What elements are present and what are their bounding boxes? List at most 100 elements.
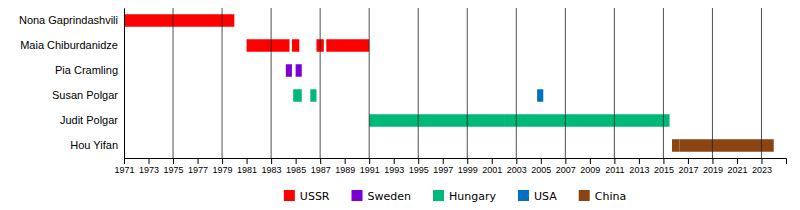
grid-line — [761, 8, 762, 158]
x-tick: 1983 — [262, 158, 282, 175]
y-tick-label: Susan Polgar — [52, 89, 118, 101]
x-tick-label: 1989 — [335, 165, 355, 175]
x-tick: 2021 — [727, 158, 747, 175]
x-tick-label: 2021 — [727, 165, 747, 175]
x-tick: 2019 — [703, 158, 723, 175]
x-tick: 2015 — [654, 158, 674, 175]
y-tick: Hou Yifan — [70, 139, 124, 151]
grid-line — [271, 8, 272, 158]
x-tick-label: 2005 — [531, 165, 551, 175]
grid-line — [124, 8, 125, 158]
legend-swatch — [518, 190, 529, 201]
x-tick-mark — [369, 158, 370, 164]
x-tick-mark — [247, 158, 248, 164]
grid-line — [614, 8, 615, 158]
x-tick-mark — [173, 158, 174, 164]
x-tick-mark — [761, 158, 762, 164]
x-tick-mark — [492, 158, 493, 164]
bar — [310, 89, 316, 102]
legend-item: China — [579, 190, 626, 203]
x-tick-label: 2013 — [629, 165, 649, 175]
y-tick-label: Pia Cramling — [55, 64, 118, 76]
grid-line — [516, 8, 517, 158]
x-tick: 2003 — [507, 158, 527, 175]
y-tick: Maia Chiburdanidze — [20, 39, 124, 51]
x-tick: 1973 — [139, 158, 159, 175]
x-tick: 1981 — [237, 158, 257, 175]
x-tick: 2001 — [482, 158, 502, 175]
legend-label: USA — [534, 190, 557, 203]
x-tick-mark — [124, 158, 125, 164]
y-tick-label: Hou Yifan — [70, 139, 118, 151]
legend-item: USSR — [284, 190, 330, 203]
legend: USSR Sweden Hungary USA China — [284, 190, 626, 203]
x-tick-label: 1995 — [409, 165, 429, 175]
bar — [173, 14, 234, 27]
x-tick-mark — [296, 158, 297, 164]
chart: 1971197319751977197919811983198519871989… — [0, 0, 800, 210]
x-tick-label: 2023 — [752, 165, 772, 175]
x-tick-label: 1997 — [433, 165, 453, 175]
x-tick-label: 1983 — [262, 165, 282, 175]
y-axis: Nona Gaprindashvili Maia Chiburdanidze Pia… — [19, 9, 125, 159]
bar — [369, 114, 504, 127]
grid-line — [369, 8, 370, 158]
x-tick-mark — [688, 158, 689, 164]
x-tick: 2013 — [629, 158, 649, 175]
y-tick: Susan Polgar — [52, 89, 124, 101]
x-tick-label: 1979 — [213, 165, 233, 175]
bars — [124, 14, 774, 152]
x-tick-label: 1971 — [114, 165, 134, 175]
x-tick-label: 1981 — [237, 165, 257, 175]
legend-label: Sweden — [368, 190, 411, 203]
x-tick-label: 1977 — [188, 165, 208, 175]
bar — [504, 114, 663, 127]
grid-line — [467, 8, 468, 158]
x-axis-line — [125, 159, 787, 165]
legend-item: Sweden — [352, 190, 411, 203]
x-tick-mark — [149, 158, 150, 164]
bar — [293, 89, 302, 102]
x-tick: 2005 — [531, 158, 551, 175]
y-tick-label: Nona Gaprindashvili — [19, 14, 118, 26]
bar — [292, 39, 299, 52]
grid-line — [320, 8, 321, 158]
x-tick-mark — [271, 158, 272, 164]
y-tick-label: Judit Polgar — [60, 114, 118, 126]
x-axis: 1971197319751977197919811983198519871989… — [114, 158, 786, 175]
y-tick: Nona Gaprindashvili — [19, 14, 124, 26]
x-tick-mark — [320, 158, 321, 164]
x-tick-mark — [565, 158, 566, 164]
legend-swatch — [433, 190, 444, 201]
x-tick-mark — [541, 158, 542, 164]
bar — [326, 39, 369, 52]
x-tick: 2009 — [580, 158, 600, 175]
bar — [679, 139, 773, 152]
grid — [124, 8, 761, 158]
legend-label: Hungary — [449, 190, 496, 203]
bar — [537, 89, 543, 102]
x-tick: 1991 — [360, 158, 380, 175]
grid-line — [418, 8, 419, 158]
x-tick: 1999 — [458, 158, 478, 175]
plot: 1971197319751977197919811983198519871989… — [19, 8, 787, 175]
x-tick-mark — [737, 158, 738, 164]
x-tick-mark — [639, 158, 640, 164]
bar — [247, 39, 290, 52]
x-tick: 1989 — [335, 158, 355, 175]
x-tick: 1997 — [433, 158, 453, 175]
legend-swatch — [284, 190, 295, 201]
x-tick: 1987 — [311, 158, 331, 175]
x-tick-mark — [418, 158, 419, 164]
x-tick: 1975 — [164, 158, 184, 175]
x-tick: 1993 — [384, 158, 404, 175]
grid-line — [222, 8, 223, 158]
x-tick-label: 2007 — [556, 165, 576, 175]
x-tick-mark — [198, 158, 199, 164]
x-tick-label: 2001 — [482, 165, 502, 175]
x-tick-mark — [712, 158, 713, 164]
grid-line — [663, 8, 664, 158]
x-tick-label: 2011 — [605, 165, 624, 175]
x-tick-label: 2017 — [678, 165, 698, 175]
legend-swatch — [579, 190, 590, 201]
